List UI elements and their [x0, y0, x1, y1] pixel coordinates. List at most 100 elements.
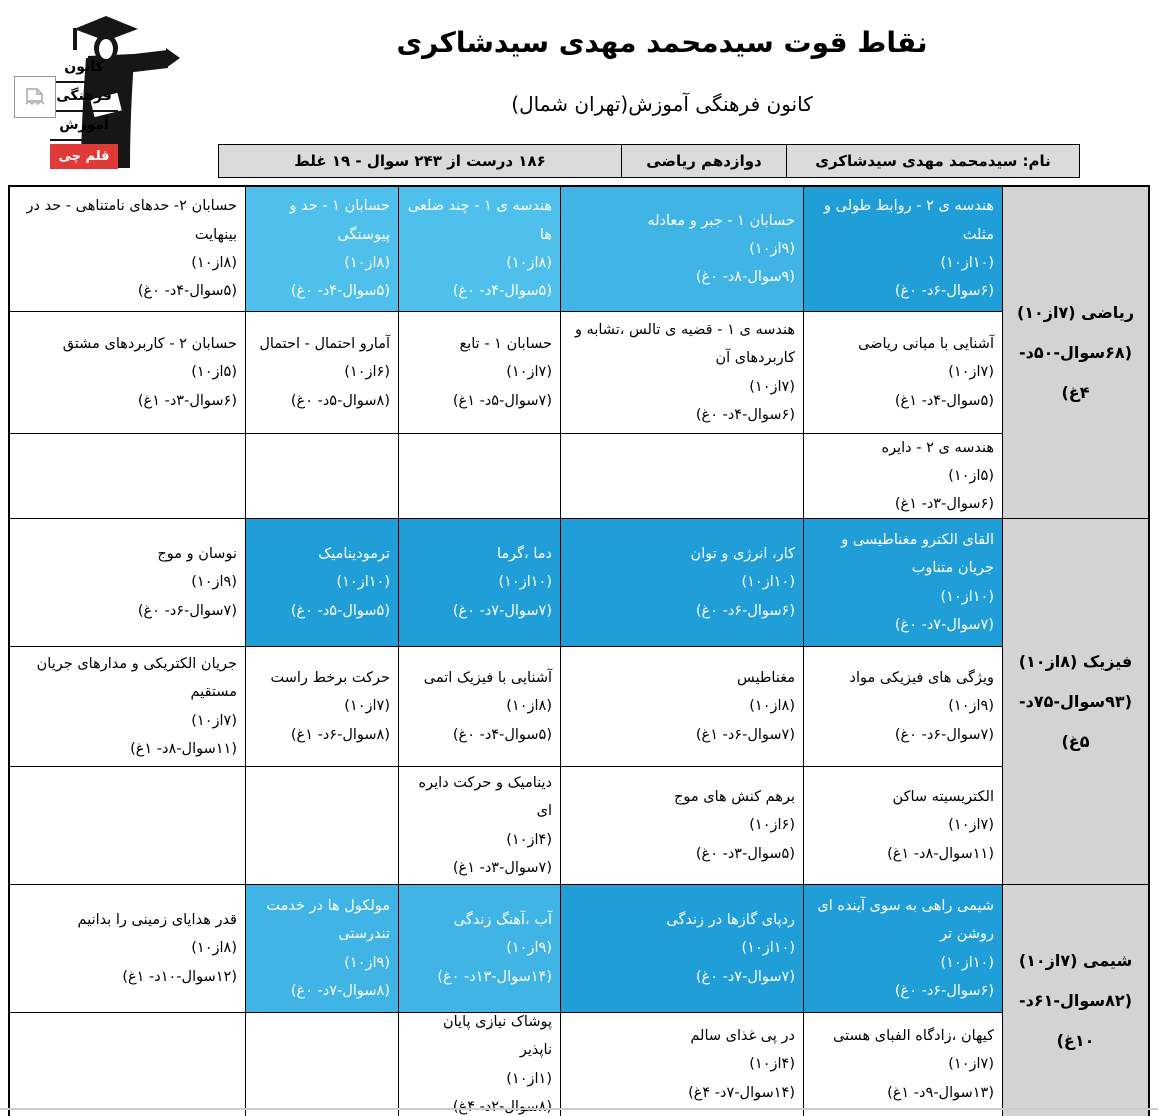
topic-cell: آشنایی با مبانی ریاضی (۷از۱۰) (۵سوال-۴د-…	[803, 312, 1002, 434]
topic-title: آشنایی با فیزیک اتمی	[423, 670, 552, 687]
topic-title: پوشاک نیازی پایان ناپذیر	[442, 1013, 552, 1059]
topic-detail: (۷سوال-۶د- ۰غ)	[894, 726, 994, 743]
topic-cell: حسابان ۱ - تابع (۷از۱۰) (۷سوال-۵د- ۱غ)	[398, 312, 560, 434]
topic-score: (۷از۱۰)	[749, 378, 795, 395]
topic-score: (۷از۱۰)	[344, 698, 390, 715]
empty-cell	[10, 767, 245, 885]
empty-cell	[560, 434, 803, 519]
topic-cell: شیمی راهی به سوی آینده ای روشن تر (۱۰از۱…	[803, 885, 1002, 1013]
topic-title: دینامیک و حرکت دایره ای	[418, 774, 552, 820]
topic-title: مغناطیس	[737, 670, 795, 687]
topic-title: هندسه ی ۱ - چند ضلعی ها	[407, 198, 552, 243]
topic-score: (۱۰از۱۰)	[940, 588, 994, 605]
topic-score: (۵از۱۰)	[948, 467, 994, 484]
topic-title: دما ،گرما	[496, 546, 552, 563]
topic-cell: القای الکترو مغناطیسی و جریان متناوب (۱۰…	[803, 519, 1002, 647]
subject-title: ریاضی (۷از۱۰)	[1016, 302, 1135, 322]
topic-detail: (۵سوال-۴د- ۰غ)	[452, 726, 552, 743]
topic-cell: برهم کنش های موج (۶از۱۰) (۵سوال-۳د- ۰غ)	[560, 767, 803, 885]
topic-title: کار، انرژی و توان	[690, 546, 795, 563]
topic-cell: هندسه ی ۱ - قضیه ی تالس ،تشابه و کاربرده…	[560, 312, 803, 434]
topic-detail: (۶سوال-۶د- ۰غ)	[894, 982, 994, 999]
empty-cell	[398, 434, 560, 519]
info-grade: دوازدهم ریاضی	[622, 145, 787, 177]
topic-title: نوسان و موج	[157, 546, 237, 563]
topic-detail: (۱۱سوال-۸د- ۱غ)	[130, 740, 237, 757]
topic-cell: حسابان ۲ - کاربردهای مشتق (۵از۱۰) (۶سوال…	[10, 312, 245, 434]
export-button[interactable]	[14, 76, 56, 118]
logo-text: کانون فرهنگی آموزش قلم چی	[50, 54, 118, 169]
topic-detail: (۵سوال-۴د- ۰غ)	[137, 283, 237, 300]
topic-score: (۸از۱۰)	[191, 940, 237, 957]
topic-cell: در پی غذای سالم (۴از۱۰) (۱۴سوال-۷د- ۴غ)	[560, 1013, 803, 1116]
topic-detail: (۶سوال-۶د- ۰غ)	[894, 283, 994, 300]
topic-cell: دینامیک و حرکت دایره ای (۴از۱۰) (۷سوال-۳…	[398, 767, 560, 885]
logo-text-line: آموزش	[50, 112, 118, 141]
topic-score: (۸از۱۰)	[191, 255, 237, 271]
empty-cell	[245, 767, 398, 885]
topic-cell: حسابان ۱ - جبر و معادله (۹از۱۰) (۹سوال-۸…	[560, 187, 803, 312]
topic-title: حسابان ۲ - کاربردهای مشتق	[62, 336, 237, 353]
topic-score: (۸از۱۰)	[506, 698, 552, 715]
topic-detail: (۷سوال-۷د- ۰غ)	[894, 616, 994, 633]
topic-detail: (۸سوال-۵د- ۰غ)	[290, 392, 390, 409]
topic-title: برهم کنش های موج	[674, 789, 795, 806]
page-subtitle: کانون فرهنگی آموزش(تهران شمال)	[511, 92, 813, 116]
topic-cell: جریان الکتریکی و مدارهای جریان مستقیم (۷…	[10, 647, 245, 767]
topic-cell: هندسه ی ۲ - دایره (۵از۱۰) (۶سوال-۳د- ۱غ)	[803, 434, 1002, 519]
topic-title: الکتریسیته ساکن	[892, 789, 994, 806]
info-score-summary: ۱۸۶ درست از ۲۴۳ سوال - ۱۹ غلط	[219, 145, 622, 177]
subject-title: شیمی (۷از۱۰)	[1018, 950, 1133, 970]
topic-cell: کار، انرژی و توان (۱۰از۱۰) (۶سوال-۶د- ۰غ…	[560, 519, 803, 647]
topic-title: هندسه ی ۲ - روابط طولی و مثلث	[824, 198, 994, 243]
subject-title: فیزیک (۸از۱۰)	[1018, 651, 1133, 671]
topic-cell: آب ،آهنگ زندگی (۹از۱۰) (۱۴سوال-۱۳د- ۰غ)	[398, 885, 560, 1013]
topic-score: (۵از۱۰)	[191, 364, 237, 381]
topic-detail: (۸سوال-۷د- ۰غ)	[290, 982, 390, 999]
topic-detail: (۱۲سوال-۱۰د- ۱غ)	[122, 968, 237, 985]
topic-detail: (۸سوال-۶د- ۱غ)	[290, 726, 390, 743]
topic-title: ترمودینامیک	[318, 546, 390, 563]
topic-score: (۱از۱۰)	[506, 1070, 552, 1087]
empty-cell	[10, 434, 245, 519]
topic-score: (۱۰از۱۰)	[336, 574, 390, 591]
topic-cell: آمارو احتمال - احتمال (۶از۱۰) (۸سوال-۵د-…	[245, 312, 398, 434]
subject-detail: (۹۳سوال-۷۵د- ۵غ)	[1018, 691, 1132, 751]
topic-cell: پوشاک نیازی پایان ناپذیر (۱از۱۰) (۸سوال-…	[398, 1013, 560, 1116]
topic-score: (۸از۱۰)	[506, 255, 552, 271]
topic-score: (۷از۱۰)	[506, 364, 552, 381]
topic-title: هندسه ی ۱ - قضیه ی تالس ،تشابه و کاربرده…	[574, 321, 795, 367]
topic-detail: (۷سوال-۳د- ۱غ)	[452, 859, 552, 876]
topic-score: (۸از۱۰)	[344, 255, 390, 271]
page-bottom-edge	[0, 1108, 1158, 1110]
topic-score: (۱۰از۱۰)	[498, 574, 552, 591]
topic-title: حسابان ۱ - تابع	[459, 336, 553, 353]
topic-title: قدر هدایای زمینی را بدانیم	[77, 912, 237, 929]
topic-detail: (۶سوال-۳د- ۱غ)	[137, 392, 237, 409]
topic-title: آب ،آهنگ زندگی	[453, 912, 552, 929]
topic-detail: (۶سوال-۳د- ۱غ)	[894, 496, 994, 513]
topic-detail: (۷سوال-۵د- ۱غ)	[452, 392, 552, 409]
topic-cell: حرکت برخط راست (۷از۱۰) (۸سوال-۶د- ۱غ)	[245, 647, 398, 767]
topic-cell: آشنایی با فیزیک اتمی (۸از۱۰) (۵سوال-۴د- …	[398, 647, 560, 767]
topic-score: (۱۰از۱۰)	[940, 954, 994, 971]
topic-score: (۴از۱۰)	[749, 1056, 795, 1073]
topic-score: (۱۰از۱۰)	[741, 940, 795, 957]
empty-cell	[245, 1013, 398, 1116]
topic-detail: (۵سوال-۴د- ۰غ)	[290, 283, 390, 300]
topic-title: حرکت برخط راست	[270, 670, 390, 687]
topic-detail: (۷سوال-۷د- ۰غ)	[695, 968, 795, 985]
logo-text-line: کانون	[50, 54, 118, 83]
document-export-icon	[25, 88, 45, 106]
subject-cell-physics: فیزیک (۸از۱۰) (۹۳سوال-۷۵د- ۵غ)	[1002, 519, 1148, 885]
subject-detail: (۸۲سوال-۶۱د- ۱۰غ)	[1018, 990, 1132, 1050]
topic-cell: نوسان و موج (۹از۱۰) (۷سوال-۶د- ۰غ)	[10, 519, 245, 647]
topic-detail: (۱۴سوال-۱۳د- ۰غ)	[437, 968, 552, 985]
topic-cell: ترمودینامیک (۱۰از۱۰) (۵سوال-۵د- ۰غ)	[245, 519, 398, 647]
topic-score: (۶از۱۰)	[749, 817, 795, 834]
topic-cell: مولکول ها در خدمت تندرستی (۹از۱۰) (۸سوال…	[245, 885, 398, 1013]
topic-cell: مغناطیس (۸از۱۰) (۷سوال-۶د- ۱غ)	[560, 647, 803, 767]
topic-title: حسابان ۲- حدهای نامتناهی - حد در بینهایت	[26, 198, 237, 243]
topic-detail: (۸سوال-۲د- ۴غ)	[452, 1098, 552, 1115]
topic-score: (۷از۱۰)	[948, 1056, 994, 1073]
